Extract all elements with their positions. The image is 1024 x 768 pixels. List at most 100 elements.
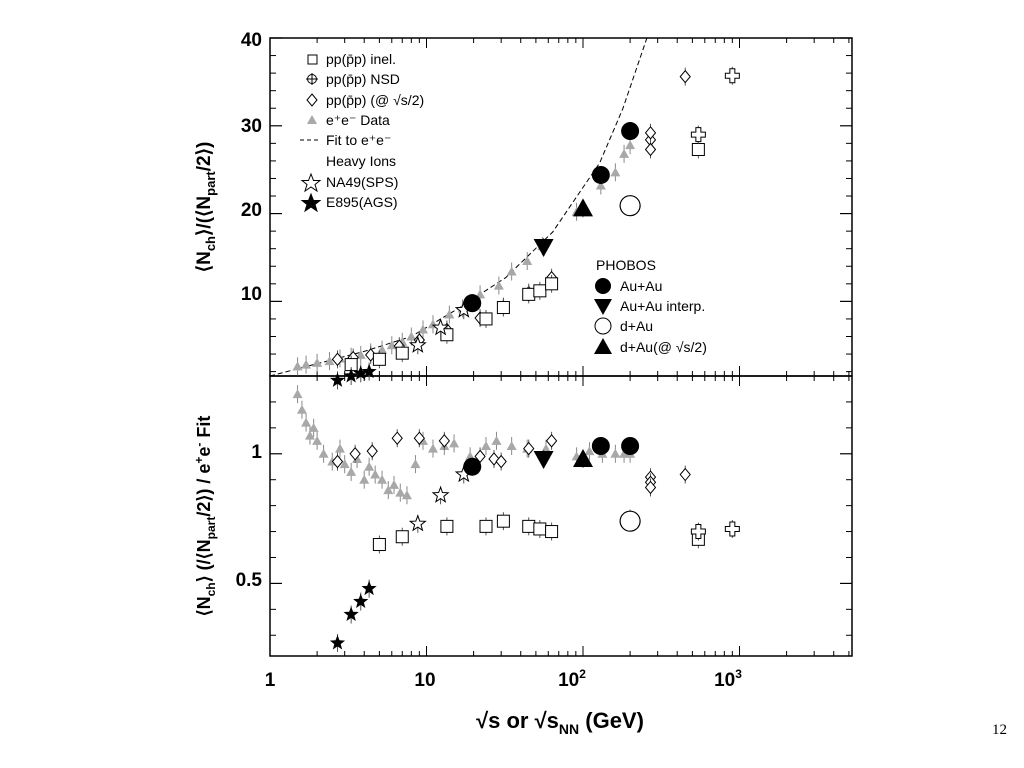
bottom-panel-frame — [269, 375, 853, 657]
legend-cross-icon — [306, 73, 318, 85]
data-point-pp_half — [366, 444, 378, 458]
data-point-auau_interp — [533, 450, 554, 469]
data-point-ee_data — [318, 448, 329, 458]
legend-down-triangle-icon — [594, 299, 612, 315]
data-point-na49 — [408, 514, 427, 532]
data-point-pp_half — [679, 69, 691, 84]
data-point-e895 — [353, 593, 369, 608]
data-point-pp_nsd — [690, 524, 706, 540]
data-point-auau — [591, 165, 610, 184]
data-point-auau — [463, 294, 482, 313]
bottom-ytick-label: 0.5 — [236, 570, 263, 591]
legend-diamond-icon — [306, 93, 318, 107]
data-point-ee_data — [444, 309, 455, 319]
data-point-ee_data — [481, 441, 492, 450]
data-point-ee_data — [449, 438, 460, 448]
legend-open-star-icon — [300, 172, 322, 193]
legend-label-na49: NA49(SPS) — [326, 174, 398, 190]
slide-number: 12 — [992, 722, 1007, 738]
data-point-auau — [621, 122, 640, 141]
legend-filled-star-icon — [300, 192, 322, 213]
data-point-ee_data — [386, 340, 397, 350]
data-point-pp_half — [644, 480, 657, 495]
data-point-ee_data — [584, 446, 595, 456]
data-point-dau — [619, 195, 641, 217]
xtick-label-100: 102 — [558, 667, 586, 691]
data-point-ee_data — [395, 487, 406, 497]
data-point-ee_data — [610, 167, 621, 177]
data-point-pp_inel — [496, 514, 510, 528]
data-point-pp_inel — [533, 284, 547, 298]
data-point-ee_data — [389, 479, 400, 489]
data-point-pp_nsd — [724, 68, 740, 84]
data-point-pp_inel — [479, 312, 493, 326]
legend-label-pp-half: pp(p̄p) (@ √s/2) — [326, 92, 424, 108]
xtick-label-1000: 103 — [714, 667, 742, 691]
data-point-e895 — [353, 365, 369, 380]
data-point-pp_half — [545, 434, 558, 448]
data-point-ee_data — [312, 357, 323, 367]
data-point-pp_half — [331, 352, 344, 367]
data-point-ee_data — [355, 349, 366, 359]
data-point-pp_half — [349, 446, 361, 461]
legend-label-dau: d+Au — [620, 318, 653, 334]
data-point-ee_data — [625, 140, 636, 150]
bottom-ytick-label: 1 — [251, 442, 262, 463]
legend-phobos-title: PHOBOS — [596, 257, 656, 273]
data-point-pp_half — [391, 431, 403, 446]
data-point-ee_data — [308, 422, 319, 432]
data-point-pp_inel — [533, 522, 547, 536]
legend-left: pp(p̄p) inel. pp(p̄p) NSD pp(p̄p) (@ √s/… — [300, 51, 424, 213]
bottom-y-axis-label: ⟨Nch⟩ (/⟨Npart/2⟩) / e+e- Fit — [192, 416, 218, 617]
legend-heading-heavy-ions: Heavy Ions — [326, 153, 396, 169]
data-point-na49 — [431, 318, 450, 336]
data-point-na49 — [408, 335, 427, 353]
legend-label-pp-nsd: pp(p̄p) NSD — [326, 71, 400, 87]
legend-label-ee-fit: Fit to e⁺e⁻ — [326, 132, 391, 148]
legend-label-ee-data: e⁺e⁻ Data — [326, 112, 390, 128]
data-point-ee_data — [292, 389, 303, 399]
top-ytick-label: 10 — [241, 284, 262, 305]
data-point-ee_data — [383, 485, 394, 495]
data-point-dau — [619, 510, 641, 532]
legend-gray-triangle-icon — [307, 115, 317, 124]
data-point-ee_data — [352, 453, 363, 463]
data-point-auau — [621, 437, 640, 455]
data-point-ee_data — [406, 331, 417, 341]
legend-label-dau-half: d+Au(@ √s/2) — [620, 339, 707, 355]
top-panel-axis-ticks — [269, 37, 852, 376]
data-point-pp_inel — [440, 519, 454, 533]
data-point-ee_data — [312, 435, 323, 445]
data-point-pp_half — [644, 126, 657, 140]
data-point-e895 — [343, 368, 359, 383]
data-point-pp_inel — [479, 519, 493, 533]
legend-open-circle-icon — [594, 317, 612, 335]
data-point-ee_data — [304, 430, 315, 440]
data-point-pp_half — [495, 454, 507, 469]
data-point-ee_data — [359, 474, 370, 484]
bottom-panel-axis-ticks — [269, 376, 852, 656]
data-point-pp_half — [331, 454, 344, 469]
data-point-ee_data — [401, 490, 412, 500]
x-tick-labels: 1 10 102 103 — [265, 667, 743, 691]
data-point-e895 — [329, 372, 346, 387]
data-point-ee_data — [370, 469, 381, 479]
data-point-pp_inel — [545, 525, 559, 539]
data-point-ee_data — [427, 443, 438, 453]
top-ytick-label: 40 — [241, 30, 262, 51]
data-point-ee_data — [619, 148, 630, 158]
data-point-e895 — [329, 635, 346, 650]
data-point-ee_data — [491, 435, 502, 445]
data-point-pp_inel — [522, 519, 536, 533]
data-point-e895 — [343, 606, 359, 621]
data-point-ee_data — [610, 448, 621, 458]
data-point-ee_data — [301, 359, 312, 369]
data-point-auau_interp — [533, 238, 554, 257]
legend-up-triangle-icon — [594, 338, 612, 354]
data-point-ee_data — [377, 344, 388, 354]
data-point-pp_inel — [395, 530, 409, 544]
data-point-ee_data — [346, 466, 357, 476]
x-axis-label: √s or √sNN (GeV) — [476, 708, 644, 737]
data-point-pp_nsd — [724, 521, 740, 537]
data-point-pp_nsd — [690, 127, 706, 143]
